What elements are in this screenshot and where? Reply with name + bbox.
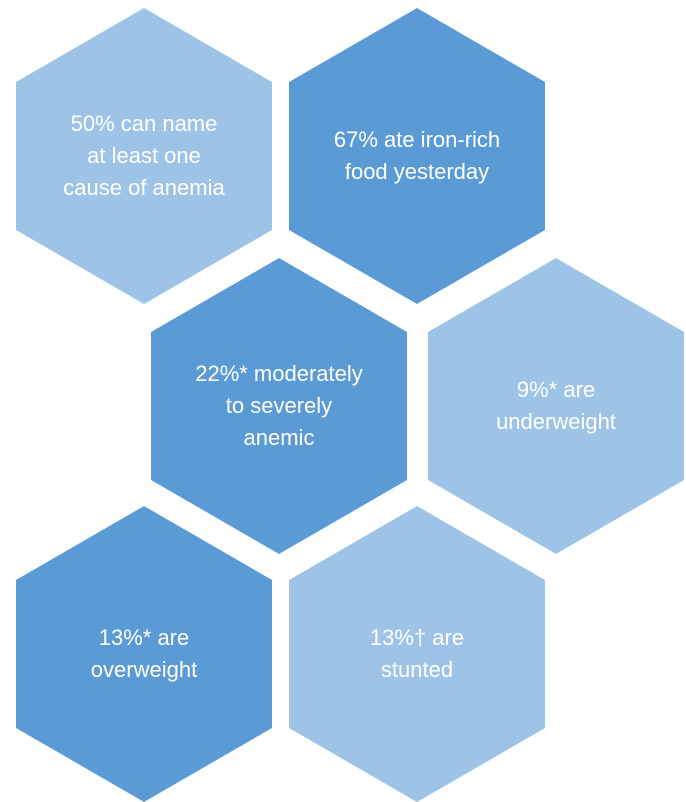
hexagon-label: 9%* are underweight (471, 374, 641, 438)
hexagon-iron-rich-food: 67% ate iron-rich food yesterday (289, 8, 545, 304)
hexagon-anemic: 22%* moderately to severely anemic (151, 258, 407, 554)
hexagon-label: 13%* are overweight (59, 622, 229, 686)
hexagon-cause-of-anemia: 50% can name at least one cause of anemi… (16, 8, 272, 304)
hexagon-label: 22%* moderately to severely anemic (194, 358, 364, 454)
hexagon-overweight: 13%* are overweight (16, 506, 272, 802)
hexagon-underweight: 9%* are underweight (428, 258, 684, 554)
hexagon-label: 50% can name at least one cause of anemi… (59, 108, 229, 204)
hexagon-label: 67% ate iron-rich food yesterday (332, 124, 502, 188)
hexagon-label: 13%† are stunted (332, 622, 502, 686)
hexagon-stunted: 13%† are stunted (289, 506, 545, 802)
